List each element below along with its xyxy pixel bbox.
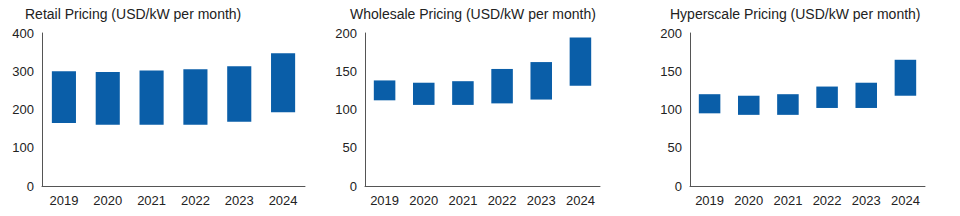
svg-text:Wholesale Pricing (USD/kW per: Wholesale Pricing (USD/kW per month) <box>350 6 596 22</box>
svg-text:100: 100 <box>660 102 682 117</box>
svg-text:2024: 2024 <box>566 193 595 208</box>
svg-text:100: 100 <box>335 102 357 117</box>
svg-text:150: 150 <box>660 64 682 79</box>
svg-text:50: 50 <box>343 140 357 155</box>
svg-text:150: 150 <box>335 64 357 79</box>
svg-text:400: 400 <box>12 26 34 41</box>
svg-text:50: 50 <box>668 140 682 155</box>
svg-text:2020: 2020 <box>409 193 438 208</box>
svg-text:2022: 2022 <box>488 193 517 208</box>
svg-text:2021: 2021 <box>773 193 802 208</box>
svg-text:200: 200 <box>12 102 34 117</box>
svg-text:2019: 2019 <box>370 193 399 208</box>
svg-text:2020: 2020 <box>93 193 122 208</box>
svg-text:2022: 2022 <box>813 193 842 208</box>
svg-text:2024: 2024 <box>891 193 920 208</box>
svg-text:2020: 2020 <box>734 193 763 208</box>
svg-text:200: 200 <box>660 26 682 41</box>
svg-text:2023: 2023 <box>225 193 254 208</box>
svg-text:2021: 2021 <box>137 193 166 208</box>
svg-text:Retail Pricing (USD/kW per mon: Retail Pricing (USD/kW per month) <box>25 6 241 22</box>
svg-text:2021: 2021 <box>448 193 477 208</box>
svg-text:0: 0 <box>675 179 682 194</box>
svg-text:100: 100 <box>12 140 34 155</box>
svg-text:2019: 2019 <box>695 193 724 208</box>
svg-text:0: 0 <box>350 179 357 194</box>
svg-text:2023: 2023 <box>852 193 881 208</box>
svg-text:2024: 2024 <box>269 193 298 208</box>
svg-text:0: 0 <box>27 179 34 194</box>
svg-text:2022: 2022 <box>181 193 210 208</box>
svg-text:Hyperscale Pricing (USD/kW per: Hyperscale Pricing (USD/kW per month) <box>670 6 921 22</box>
svg-text:2023: 2023 <box>527 193 556 208</box>
svg-text:300: 300 <box>12 64 34 79</box>
svg-text:2019: 2019 <box>49 193 78 208</box>
svg-text:200: 200 <box>335 26 357 41</box>
